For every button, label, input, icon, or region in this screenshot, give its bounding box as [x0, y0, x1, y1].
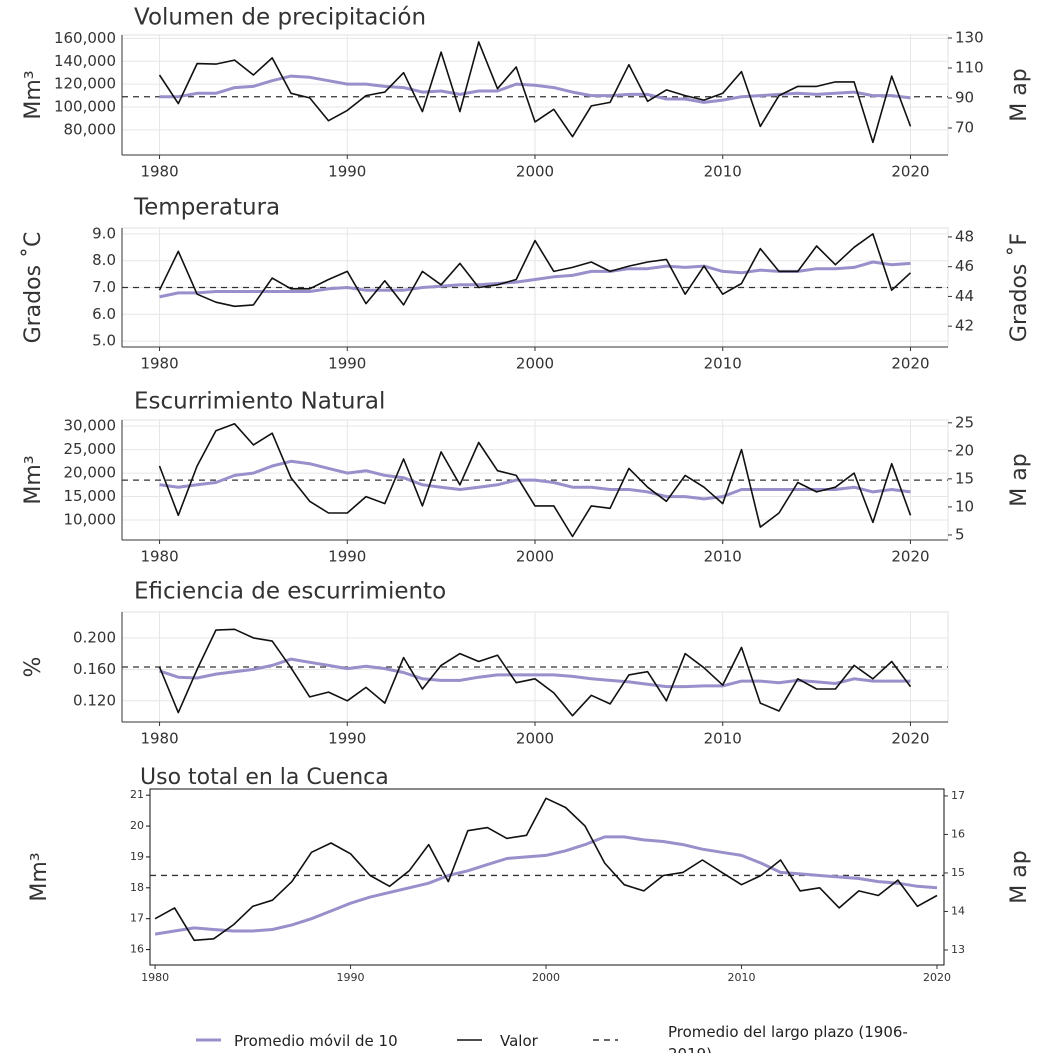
x-tick-label: 1990 [328, 355, 366, 373]
x-tick-label: 2010 [704, 730, 742, 748]
y-tick-label: 6.0 [92, 305, 116, 323]
x-tick-label: 2000 [516, 548, 554, 566]
y-tick-label: 30,000 [64, 417, 117, 435]
y-tick-label: 80,000 [64, 120, 117, 138]
y2-tick-label: 90 [955, 89, 974, 107]
y-tick-label: 7.0 [92, 278, 116, 296]
chart: Volumen de precipitación 80,000 100,000 120… [21, 5, 1032, 985]
y-tick-label: 8.0 [92, 251, 116, 269]
y-tick-label: 25,000 [64, 440, 117, 458]
y2-tick-label: 25 [955, 413, 974, 431]
x-tick-label: 2020 [891, 730, 929, 748]
x-tick-label: 1990 [328, 163, 366, 181]
y2-tick-label: 10 [955, 497, 974, 515]
series-line [154, 835, 938, 936]
y-tick-label: 0.200 [73, 628, 116, 646]
y2-tick-label: 46 [955, 257, 974, 275]
y-axis-label: Grados ˚C [21, 232, 46, 344]
x-tick-label: 2000 [516, 163, 554, 181]
x-tick-label: 2010 [727, 971, 755, 984]
x-tick-label: 1990 [337, 971, 365, 984]
y-tick-label: 10,000 [64, 511, 117, 529]
legend-label: Valor Anual [500, 1032, 538, 1050]
legend-label: Promedio móvil de 10 años [234, 1032, 398, 1050]
y2-tick-label: 13 [951, 943, 965, 956]
y-tick-label: 0.160 [73, 660, 116, 678]
series-line [159, 74, 911, 104]
y-axis-label: Mm³ [27, 852, 52, 901]
x-tick-label: 2020 [923, 971, 951, 984]
y2-tick-label: 17 [951, 789, 965, 802]
series-line [159, 657, 911, 689]
x-tick-label: 1990 [328, 730, 366, 748]
y2-tick-label: 5 [955, 525, 965, 543]
legend-label: Promedio del largo plazo (1906-2019) [668, 1023, 908, 1053]
x-tick-label: 2020 [891, 355, 929, 373]
y2-tick-label: 48 [955, 227, 974, 245]
x-tick-label: 2000 [516, 730, 554, 748]
legend-swatches [196, 1038, 618, 1042]
y2-tick-label: 42 [955, 317, 974, 335]
y-axis-label: Mm³ [21, 70, 46, 119]
y-axis-label: Mm³ [21, 455, 46, 504]
y-tick-label: 17 [130, 912, 144, 925]
y-tick-label: 9.0 [92, 224, 116, 242]
y2-tick-label: 15 [951, 866, 965, 879]
y2-axis-label: Grados ˚F [1007, 233, 1032, 342]
x-tick-label: 1980 [140, 730, 178, 748]
x-tick-label: 1990 [328, 548, 366, 566]
y-axis-label: % [21, 657, 46, 678]
chart-title: Volumen de precipitación [134, 5, 426, 31]
y-tick-label: 20,000 [64, 464, 117, 482]
y2-tick-label: 110 [955, 59, 984, 77]
y-tick-label: 160,000 [54, 29, 116, 47]
y-tick-label: 5.0 [92, 332, 116, 350]
chart-title: Uso total en la Cuenca [140, 765, 389, 790]
y-tick-label: 120,000 [54, 75, 116, 93]
y-tick-label: 21 [130, 788, 144, 801]
series-line [154, 797, 938, 942]
y-tick-label: 100,000 [54, 98, 116, 116]
y2-tick-label: 70 [955, 119, 974, 137]
x-tick-label: 2000 [516, 355, 554, 373]
y-tick-label: 140,000 [54, 52, 116, 70]
series-line [158, 423, 912, 538]
y2-tick-label: 130 [955, 29, 984, 47]
chart-title: Escurrimiento Natural [134, 389, 385, 415]
y-tick-label: 16 [130, 943, 144, 956]
y2-tick-label: 15 [955, 469, 974, 487]
y-tick-label: 0.120 [73, 691, 116, 709]
series-line [158, 41, 912, 144]
y2-tick-label: 16 [951, 827, 965, 840]
chart-title: Temperatura [133, 195, 280, 221]
y2-tick-label: 20 [955, 441, 974, 459]
x-tick-label: 1980 [141, 971, 169, 984]
x-tick-label: 2010 [704, 355, 742, 373]
x-tick-label: 2020 [891, 163, 929, 181]
y2-axis-label: M ap [1007, 68, 1032, 121]
x-tick-label: 1980 [140, 163, 178, 181]
x-tick-label: 1980 [140, 355, 178, 373]
chart-title: Eficiencia de escurrimiento [134, 579, 446, 605]
y-tick-label: 15,000 [64, 487, 117, 505]
x-tick-label: 2000 [532, 971, 560, 984]
x-tick-label: 2010 [704, 163, 742, 181]
y-tick-label: 19 [130, 850, 144, 863]
series-line [158, 628, 912, 717]
plot-frame [149, 788, 945, 966]
x-tick-label: 1980 [140, 548, 178, 566]
series-line [158, 233, 912, 308]
y2-axis-label: M ap [1007, 453, 1032, 506]
y2-tick-label: 44 [955, 287, 974, 305]
x-tick-label: 2010 [704, 548, 742, 566]
y2-axis-label: M ap [1007, 850, 1032, 903]
y-tick-label: 20 [130, 819, 144, 832]
y-tick-label: 18 [130, 881, 144, 894]
y2-tick-label: 14 [951, 904, 965, 917]
x-tick-label: 2020 [891, 548, 929, 566]
